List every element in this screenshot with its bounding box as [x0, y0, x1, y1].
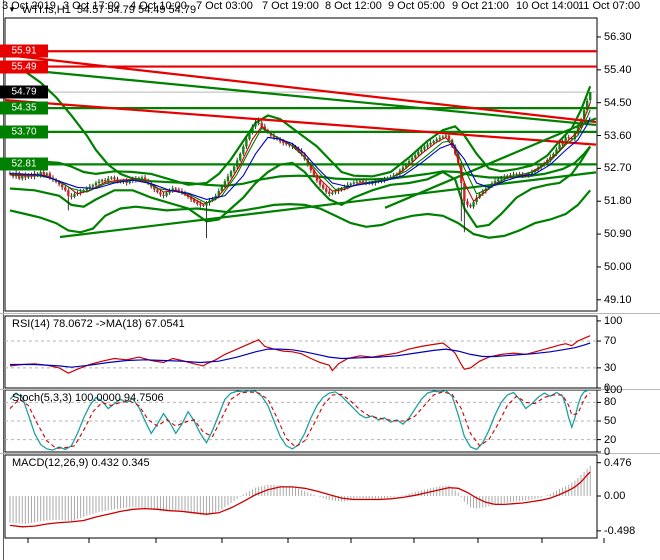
rsi-axis-label: 0	[604, 382, 611, 394]
symbol-period-label: WTI.fs,H1	[21, 4, 71, 16]
time-axis-label: 10 Oct 14:00	[516, 0, 579, 12]
stoch-axis-label: 50	[604, 415, 617, 427]
macd-signal-line	[9, 471, 591, 528]
price-axis-label: 49.10	[604, 293, 632, 306]
price-axis-label: 51.80	[604, 195, 632, 208]
price-axis-label: 54.50	[604, 96, 632, 109]
time-axis-label: 3 Oct 2019	[2, 0, 56, 12]
panel-splitter[interactable]	[0, 313, 660, 314]
chevron-down-icon[interactable]: ▼	[8, 5, 16, 14]
panel-splitter[interactable]	[0, 453, 660, 454]
price-axis-label: 55.40	[604, 63, 632, 76]
chart-title: ▼ WTI.fs,H1 54.57 54.79 54.49 54.79	[8, 3, 196, 17]
time-axis-label: 8 Oct 12:00	[325, 0, 382, 12]
window-left-border	[3, 0, 4, 560]
time-axis-label: 7 Oct 19:00	[262, 0, 319, 12]
macd-axis-label: 0.00	[604, 490, 626, 502]
price-axis-label: 52.70	[604, 162, 632, 175]
rsi-panel-border	[4, 315, 598, 389]
rsi-axis-label: 70	[604, 335, 617, 348]
ohlc-values-label: 54.57 54.79 54.49 54.79	[76, 4, 197, 16]
price-axis-label: 50.00	[604, 260, 632, 273]
support-trendline[interactable]	[384, 117, 597, 209]
price-axis-label: 53.60	[604, 129, 632, 142]
rsi-indicator-label: RSI(14) 78.0672 ->MA(18) 67.0541	[12, 318, 185, 330]
time-axis-label: 4 Oct 10:00	[130, 0, 187, 12]
price-axis-label: 56.30	[604, 30, 632, 43]
resistance-trendline[interactable]	[4, 53, 597, 124]
price-badge-53.70: 53.70	[0, 125, 48, 139]
stoch-d-line	[9, 391, 591, 449]
support-trendline[interactable]	[4, 66, 597, 127]
time-axis-label: 3 Oct 17:00	[63, 0, 120, 12]
price-badge-55.49: 55.49	[0, 60, 48, 74]
stoch-indicator-label: Stoch(5,3,3) 100.0000 94.7506	[12, 392, 164, 404]
ma-slow-line	[9, 117, 591, 200]
macd-axis-label: 0.476	[604, 456, 632, 469]
stoch-axis-label: 0	[604, 446, 611, 458]
macd-axis-label: -0.498	[604, 524, 636, 537]
price-badge-54.35: 54.35	[0, 101, 48, 115]
stoch-axis-label: 100	[604, 384, 623, 396]
bollinger-lower-band	[9, 145, 592, 228]
panel-splitter[interactable]	[0, 389, 660, 390]
rsi-axis-label: 30	[604, 361, 617, 374]
price-badge-55.91: 55.91	[0, 44, 48, 58]
time-axis-label: 9 Oct 05:00	[388, 0, 445, 12]
price-badge-52.81: 52.81	[0, 157, 48, 171]
rsi-axis-label: 100	[604, 314, 623, 327]
time-axis-label: 9 Oct 21:00	[452, 0, 509, 12]
macd-histogram	[9, 465, 591, 524]
time-axis-label: 7 Oct 03:00	[196, 0, 253, 12]
rsi-ma-line	[10, 342, 591, 368]
price-badge-54.79: 54.79	[0, 85, 48, 99]
resistance-trendline[interactable]	[4, 99, 597, 146]
macd-indicator-label: MACD(12,26,9) 0.432 0.345	[12, 457, 150, 469]
time-axis-label: 11 Oct 07:00	[578, 0, 641, 12]
stoch-axis-label: 20	[604, 433, 617, 446]
price-axis-label: 50.90	[604, 228, 632, 241]
stoch-axis-label: 80	[604, 396, 617, 409]
bollinger-upper-band	[9, 85, 592, 186]
support-trendline[interactable]	[59, 171, 597, 239]
outer-lower-band	[9, 189, 592, 239]
rsi-line	[9, 335, 591, 374]
